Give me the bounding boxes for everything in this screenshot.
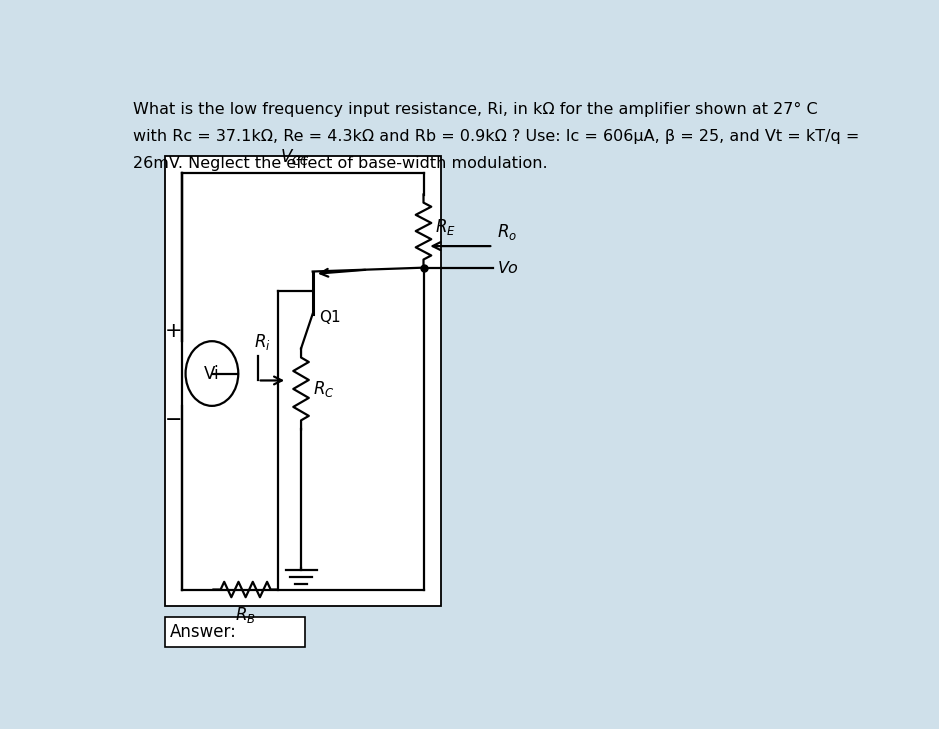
- Text: What is the low frequency input resistance, Ri, in kΩ for the amplifier shown at: What is the low frequency input resistan…: [133, 102, 818, 117]
- Text: +: +: [164, 321, 182, 341]
- Text: 26mV. Neglect the effect of base-width modulation.: 26mV. Neglect the effect of base-width m…: [133, 156, 547, 171]
- Text: with Rc = 37.1kΩ, Re = 4.3kΩ and Rb = 0.9kΩ ? Use: Ic = 606μA, β = 25, and Vt = : with Rc = 37.1kΩ, Re = 4.3kΩ and Rb = 0.…: [133, 129, 859, 144]
- Text: $R_C$: $R_C$: [313, 379, 334, 399]
- Text: $R_B$: $R_B$: [236, 605, 256, 625]
- Text: $R_o$: $R_o$: [497, 222, 517, 242]
- Text: $Vo$: $Vo$: [497, 260, 519, 276]
- Text: $R_i$: $R_i$: [254, 332, 270, 352]
- FancyBboxPatch shape: [165, 156, 440, 607]
- FancyBboxPatch shape: [165, 617, 305, 647]
- Text: Vi: Vi: [204, 364, 220, 383]
- Text: $V_{CC}$: $V_{CC}$: [281, 147, 310, 167]
- Text: $R_E$: $R_E$: [435, 217, 456, 237]
- Text: Q1: Q1: [319, 310, 341, 325]
- Text: Answer:: Answer:: [170, 623, 237, 641]
- Text: −: −: [164, 410, 182, 429]
